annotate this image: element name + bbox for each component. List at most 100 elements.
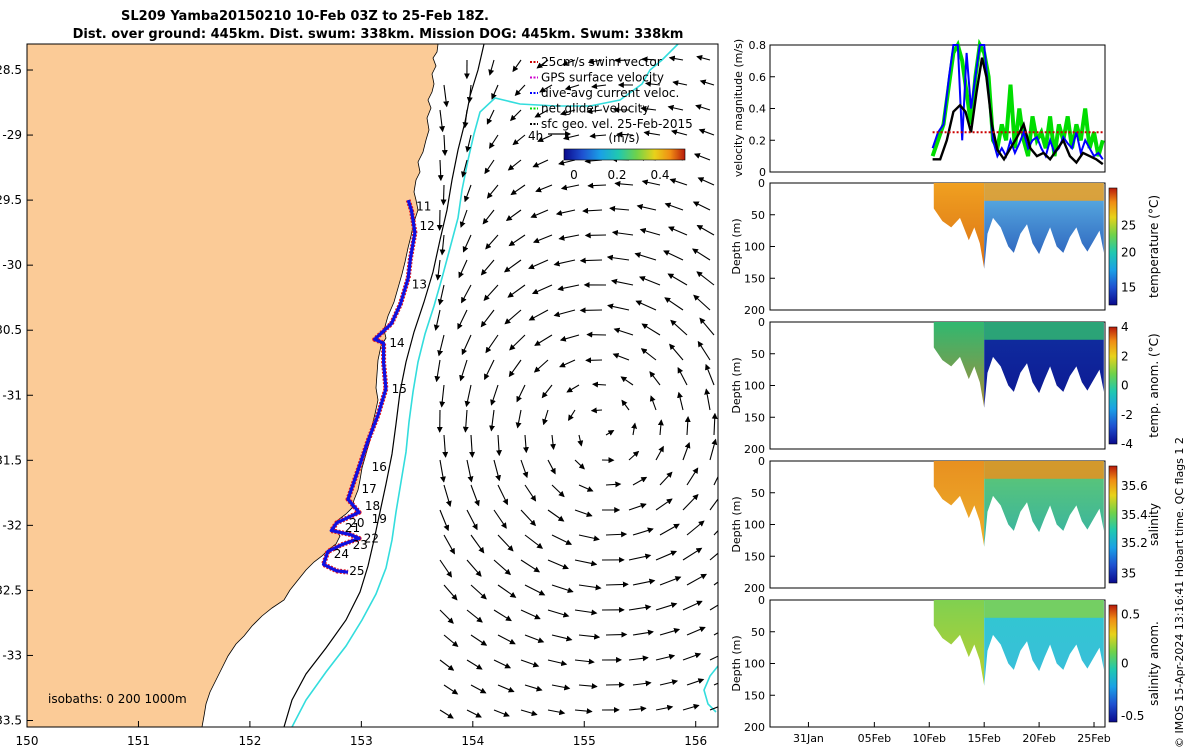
lon-tick-0: 150 <box>16 734 39 748</box>
velocity-arrow <box>560 184 580 191</box>
velocity-arrow <box>510 184 526 196</box>
lat-tick-0: 28.5 <box>0 63 22 77</box>
velocity-arrow <box>649 395 657 411</box>
velocity-arrow <box>470 634 488 646</box>
date-tick-4: 20Feb <box>1022 732 1055 745</box>
velocity-arrow <box>551 584 574 594</box>
velocity-arrow <box>485 334 499 354</box>
velocity-arrow <box>639 227 661 236</box>
date-tick-0: 31Jan <box>793 732 824 745</box>
velocity-arrow <box>682 441 691 461</box>
velocity-arrow <box>709 438 718 461</box>
velocity-arrow <box>682 652 702 661</box>
velocity-arrow <box>578 633 601 640</box>
velocity-arrow <box>657 419 664 436</box>
velocity-arrow <box>697 177 715 186</box>
velocity-arrow <box>443 584 458 601</box>
velocity-arrow <box>655 550 678 561</box>
day-label: 17 <box>362 482 377 496</box>
velocity-arrow <box>537 134 553 142</box>
salinity-depth-tick-1: 50 <box>751 487 765 500</box>
velocity-arrow <box>520 559 541 573</box>
velocity-arrow <box>497 584 517 598</box>
velocity-arrow <box>709 491 718 511</box>
velocity-arrow <box>628 502 647 511</box>
velocity-arrow <box>507 159 522 171</box>
velocity-arrow <box>493 659 512 669</box>
velocity-arrow <box>443 484 452 507</box>
velocity-arrow <box>486 109 495 125</box>
velocity-arrow <box>515 409 522 429</box>
salinity-colorbar-tick-0: 35.6 <box>1121 479 1148 493</box>
velocity-arrow <box>668 226 688 236</box>
velocity-arrow <box>682 600 703 611</box>
velocity-arrow <box>614 57 630 64</box>
salinity-anomaly-depth-tick-0: 0 <box>758 594 765 607</box>
velocity-arrow <box>508 359 522 378</box>
velocity-arrow <box>558 234 580 241</box>
velocity-arrow <box>682 547 703 561</box>
day-label: 21 <box>345 521 360 535</box>
velocity-arrow <box>667 104 684 111</box>
velocity-arrow <box>484 359 495 381</box>
velocity-arrow <box>442 434 449 458</box>
velocity-arrow <box>551 484 565 498</box>
velocity-arrow <box>470 534 485 554</box>
velocity-arrow <box>512 134 526 146</box>
velocity-arrow <box>522 434 529 454</box>
date-tick-5: 25Feb <box>1077 732 1110 745</box>
salinity-colorbar-tick-2: 35.2 <box>1121 536 1148 550</box>
velocity-arrow <box>439 509 450 532</box>
salinity-anomaly-depth-tick-2: 100 <box>744 658 765 671</box>
velocity-arrow <box>497 534 514 552</box>
velocity-arrow <box>614 180 634 187</box>
velocity-arrow <box>578 484 594 492</box>
legend-label-4: sfc geo. vel. 25-Feb-2015 <box>541 117 693 131</box>
velocity-arrow <box>628 450 640 461</box>
velocity-arrow <box>461 159 468 178</box>
figure-subtitle: Dist. over ground: 445km. Dist. swum: 33… <box>73 27 684 42</box>
velocity-arrow <box>531 284 553 295</box>
velocity-arrow <box>641 56 657 63</box>
salinity-colorbar-tick-1: 35.4 <box>1121 508 1148 522</box>
credit-text: © IMOS 15-Apr-2024 13:16:41 Hobart time.… <box>1173 437 1186 748</box>
velocity-arrow <box>695 104 711 111</box>
lat-tick-2: 29.5 <box>0 193 22 207</box>
velocity-arrow <box>628 553 652 561</box>
day-label: 24 <box>334 547 349 561</box>
temperature-anomaly-colorbar-tick-1: 2 <box>1121 349 1129 363</box>
temperature-depth-tick-2: 100 <box>744 241 765 254</box>
velocity-arrow <box>535 184 553 193</box>
velocity-arrow <box>459 359 468 382</box>
isobaths-label: isobaths: 0 200 1000m <box>48 692 187 706</box>
glider-track-current <box>321 199 417 574</box>
velocity-arrow <box>484 159 495 175</box>
velocity-arrow <box>621 399 630 411</box>
velocity-arrow <box>530 209 549 218</box>
velocity-arrow <box>560 109 576 116</box>
velocity-arrow <box>480 309 495 328</box>
velocity-arrow <box>562 134 580 141</box>
velocity-arrow <box>709 706 718 711</box>
velocity-arrow <box>489 134 499 149</box>
velocity-arrow <box>610 278 634 286</box>
velocity-arrow <box>574 509 593 518</box>
velocity-arrow <box>691 248 711 261</box>
velocity-arrow <box>643 130 661 137</box>
velocity-arrow <box>534 334 553 346</box>
salinity-anomaly-depth-label: Depth (m) <box>730 635 743 691</box>
salinity-anomaly-colorbar <box>1108 604 1118 723</box>
salinity-anomaly-colorbar-tick-2: -0.5 <box>1121 709 1144 723</box>
temperature-depth-label: Depth (m) <box>730 218 743 274</box>
velocity-arrow <box>677 391 684 411</box>
lat-tick-5: -31 <box>2 388 22 402</box>
salinity-colorbar-tick-3: 35 <box>1121 567 1136 581</box>
velocity-arrow <box>437 334 445 357</box>
velocity-arrow <box>628 655 649 662</box>
velocity-arrow <box>458 259 468 279</box>
velocity-arrow <box>462 234 472 253</box>
velocity-arrow <box>699 317 715 336</box>
legend-label-2: dive-avg current veloc. <box>541 86 679 100</box>
velocity-arrow <box>670 319 688 336</box>
temperature-panel: 0 50 100 150 200 Depth (m) 25 20 15 temperature (… <box>730 177 1161 317</box>
